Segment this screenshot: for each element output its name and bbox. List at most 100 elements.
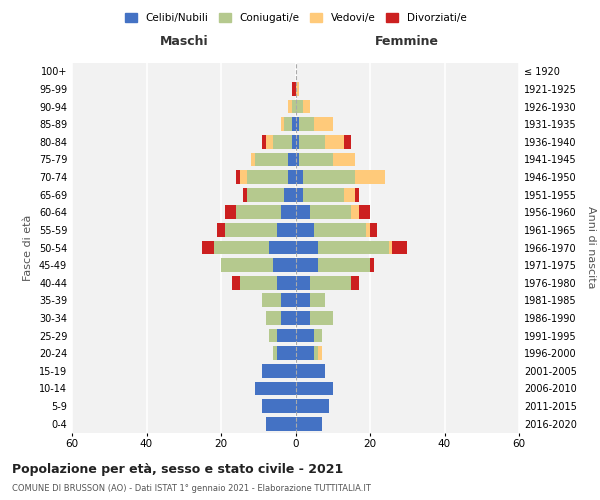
Bar <box>292 82 296 96</box>
Bar <box>284 188 296 202</box>
Text: COMUNE DI BRUSSON (AO) - Dati ISTAT 1° gennaio 2021 - Elaborazione TUTTITALIA.IT: COMUNE DI BRUSSON (AO) - Dati ISTAT 1° g… <box>12 484 371 493</box>
Bar <box>239 170 247 184</box>
Bar <box>292 135 296 148</box>
Bar <box>232 276 239 289</box>
Bar <box>296 118 299 131</box>
Bar <box>296 276 310 289</box>
Bar <box>296 152 299 166</box>
Bar <box>296 223 314 237</box>
Bar <box>273 258 296 272</box>
Bar <box>225 206 236 219</box>
Bar <box>314 223 366 237</box>
Bar <box>296 170 303 184</box>
Bar <box>277 276 296 289</box>
Bar <box>296 240 318 254</box>
Bar <box>296 311 310 325</box>
Bar <box>288 170 296 184</box>
Bar <box>247 170 288 184</box>
Bar <box>288 152 296 166</box>
Bar <box>296 206 310 219</box>
Bar <box>266 135 273 148</box>
Bar <box>254 382 296 396</box>
Bar <box>314 118 333 131</box>
Bar <box>318 240 389 254</box>
Bar <box>296 258 318 272</box>
Bar <box>273 135 292 148</box>
Bar <box>269 328 277 342</box>
Y-axis label: Fasce di età: Fasce di età <box>23 214 33 280</box>
Bar <box>292 100 296 114</box>
Bar <box>262 135 266 148</box>
Bar <box>303 100 310 114</box>
Bar <box>266 311 281 325</box>
Bar <box>370 258 374 272</box>
Bar <box>389 240 392 254</box>
Legend: Celibi/Nubili, Coniugati/e, Vedovi/e, Divorziati/e: Celibi/Nubili, Coniugati/e, Vedovi/e, Di… <box>121 8 470 27</box>
Bar <box>299 118 314 131</box>
Bar <box>288 100 292 114</box>
Bar <box>281 206 296 219</box>
Bar <box>284 118 292 131</box>
Bar <box>202 240 214 254</box>
Bar <box>273 346 277 360</box>
Bar <box>344 188 355 202</box>
Bar <box>239 276 277 289</box>
Bar <box>310 276 352 289</box>
Y-axis label: Anni di nascita: Anni di nascita <box>586 206 596 289</box>
Bar <box>251 152 254 166</box>
Bar <box>296 188 303 202</box>
Text: Maschi: Maschi <box>160 36 208 49</box>
Bar <box>214 240 269 254</box>
Bar <box>225 223 277 237</box>
Bar <box>352 206 359 219</box>
Bar <box>299 152 333 166</box>
Bar <box>344 135 352 148</box>
Text: Femmine: Femmine <box>375 36 439 49</box>
Bar <box>296 294 310 307</box>
Bar <box>277 223 296 237</box>
Bar <box>333 152 355 166</box>
Bar <box>244 188 247 202</box>
Bar <box>281 311 296 325</box>
Bar <box>296 100 303 114</box>
Bar <box>296 399 329 413</box>
Bar <box>247 188 284 202</box>
Bar <box>352 276 359 289</box>
Bar <box>296 328 314 342</box>
Bar <box>392 240 407 254</box>
Bar <box>355 188 359 202</box>
Bar <box>296 82 299 96</box>
Bar <box>310 294 325 307</box>
Bar <box>277 328 296 342</box>
Bar <box>299 135 325 148</box>
Bar <box>277 346 296 360</box>
Bar <box>318 346 322 360</box>
Bar <box>303 188 344 202</box>
Bar <box>254 152 288 166</box>
Bar <box>281 294 296 307</box>
Bar <box>359 206 370 219</box>
Bar <box>310 311 333 325</box>
Bar <box>269 240 296 254</box>
Bar <box>262 364 296 378</box>
Bar <box>366 223 370 237</box>
Bar <box>281 118 284 131</box>
Bar <box>325 135 344 148</box>
Bar <box>296 135 299 148</box>
Text: Popolazione per età, sesso e stato civile - 2021: Popolazione per età, sesso e stato civil… <box>12 462 343 475</box>
Bar <box>296 417 322 430</box>
Bar <box>217 223 225 237</box>
Bar <box>236 206 281 219</box>
Bar <box>262 294 281 307</box>
Bar <box>355 170 385 184</box>
Bar <box>310 206 352 219</box>
Bar <box>296 364 325 378</box>
Bar <box>262 399 296 413</box>
Bar <box>266 417 296 430</box>
Bar <box>221 258 273 272</box>
Bar <box>314 328 322 342</box>
Bar <box>292 118 296 131</box>
Bar <box>318 258 370 272</box>
Bar <box>236 170 239 184</box>
Bar <box>296 346 314 360</box>
